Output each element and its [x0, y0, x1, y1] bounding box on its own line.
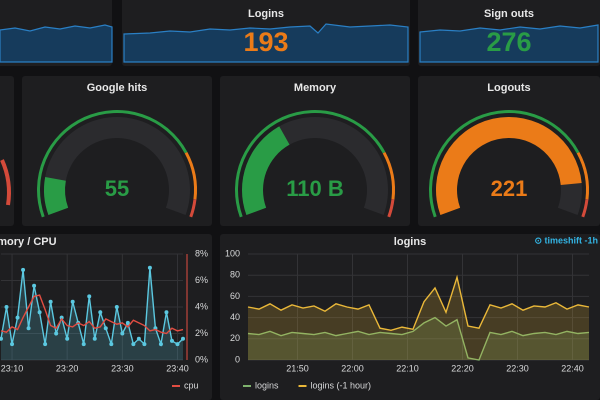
gauge-value: 55	[105, 176, 129, 201]
point	[92, 336, 97, 341]
panel	[0, 234, 212, 400]
x-tick-label: 23:30	[111, 363, 134, 373]
gauge-fill	[241, 126, 290, 215]
series-area	[248, 277, 589, 360]
point	[54, 331, 59, 336]
gauge-fill	[44, 177, 69, 215]
series-line	[247, 316, 590, 361]
point	[98, 310, 103, 315]
x-tick-label: 22:10	[396, 363, 419, 373]
sparkline	[0, 24, 113, 63]
series-area	[248, 317, 589, 360]
stat-title: Sign outs	[484, 8, 534, 20]
y-tick-label: 100	[225, 248, 240, 258]
legend-label: logins (-1 hour)	[311, 380, 372, 390]
point	[164, 310, 169, 315]
point	[65, 336, 70, 341]
point	[147, 265, 152, 270]
gauge-threshold	[576, 151, 590, 200]
point	[87, 294, 92, 299]
point	[175, 342, 180, 347]
gauge-threshold	[387, 199, 395, 218]
content: Logins 193 Sign outs 276 Google hits 55 Memory…	[0, 8, 598, 390]
point	[21, 267, 26, 272]
gauge-value: 110 B	[286, 176, 344, 201]
x-tick-label: 23:10	[1, 363, 24, 373]
gauge-threshold	[184, 151, 197, 200]
y-tick-label: 60	[230, 291, 240, 301]
series-line	[0, 294, 184, 335]
gauge-value: 221	[491, 176, 528, 201]
point	[70, 299, 75, 304]
x-tick-label: 22:40	[561, 363, 584, 373]
point	[15, 315, 20, 320]
y-tick-label: 40	[230, 312, 240, 322]
point	[0, 336, 3, 341]
sparklines	[0, 23, 599, 63]
y2-tick-label: 8%	[195, 248, 208, 258]
point	[136, 336, 141, 341]
point	[81, 342, 86, 347]
point	[114, 305, 119, 309]
gauge-threshold	[189, 199, 197, 218]
point	[120, 331, 125, 336]
sparkline	[419, 24, 599, 63]
x-tick-label: 23:20	[56, 363, 79, 373]
chart-title: Memory / CPU	[0, 236, 57, 248]
stat-value: 276	[486, 27, 531, 57]
point	[125, 320, 130, 325]
x-tick-label: 21:50	[286, 363, 309, 373]
point	[142, 342, 147, 347]
point	[131, 342, 136, 347]
annotation: ⊙ timeshift -1h	[534, 235, 598, 245]
point	[59, 315, 64, 320]
point	[158, 342, 163, 347]
point	[48, 299, 53, 304]
x-tick-label: 22:30	[506, 363, 529, 373]
gauge-track	[43, 116, 190, 215]
point	[4, 305, 9, 309]
point	[103, 326, 108, 331]
point	[169, 338, 174, 343]
gauge-title: Google hits	[87, 82, 148, 94]
panel	[220, 76, 410, 226]
gauge-fill	[436, 117, 582, 215]
x-tick-label: 22:20	[451, 363, 474, 373]
gauge-title: Memory	[294, 82, 337, 94]
panel	[22, 76, 212, 226]
x-tick-label: 23:40	[166, 363, 189, 373]
y2-tick-label: 6%	[195, 275, 208, 285]
gauge-threshold	[382, 151, 395, 200]
legend-label: logins	[255, 380, 279, 390]
legend-label: cpu	[184, 380, 199, 390]
gauge-title: Logouts	[487, 82, 530, 94]
sparkline	[123, 23, 409, 63]
panel	[418, 76, 600, 226]
x-tick-label: 22:00	[341, 363, 364, 373]
point	[37, 310, 42, 315]
stat-title: Logins	[248, 8, 284, 20]
gauge-threshold	[581, 199, 589, 218]
series-line	[0, 267, 184, 347]
stat-value: 193	[243, 27, 288, 57]
point	[26, 326, 31, 331]
point	[32, 283, 37, 288]
point	[43, 342, 48, 347]
y-tick-label: 80	[230, 270, 240, 280]
point	[181, 336, 185, 341]
y-tick-label: 20	[230, 333, 240, 343]
y2-tick-label: 2%	[195, 328, 208, 338]
y-tick-label: 0	[235, 354, 240, 364]
point	[109, 342, 114, 347]
y2-tick-label: 4%	[195, 301, 208, 311]
chart-title: logins	[394, 236, 426, 248]
y2-tick-label: 0%	[195, 354, 208, 364]
point	[10, 342, 15, 347]
gauge-fragment	[0, 159, 11, 206]
series-line	[247, 274, 590, 332]
